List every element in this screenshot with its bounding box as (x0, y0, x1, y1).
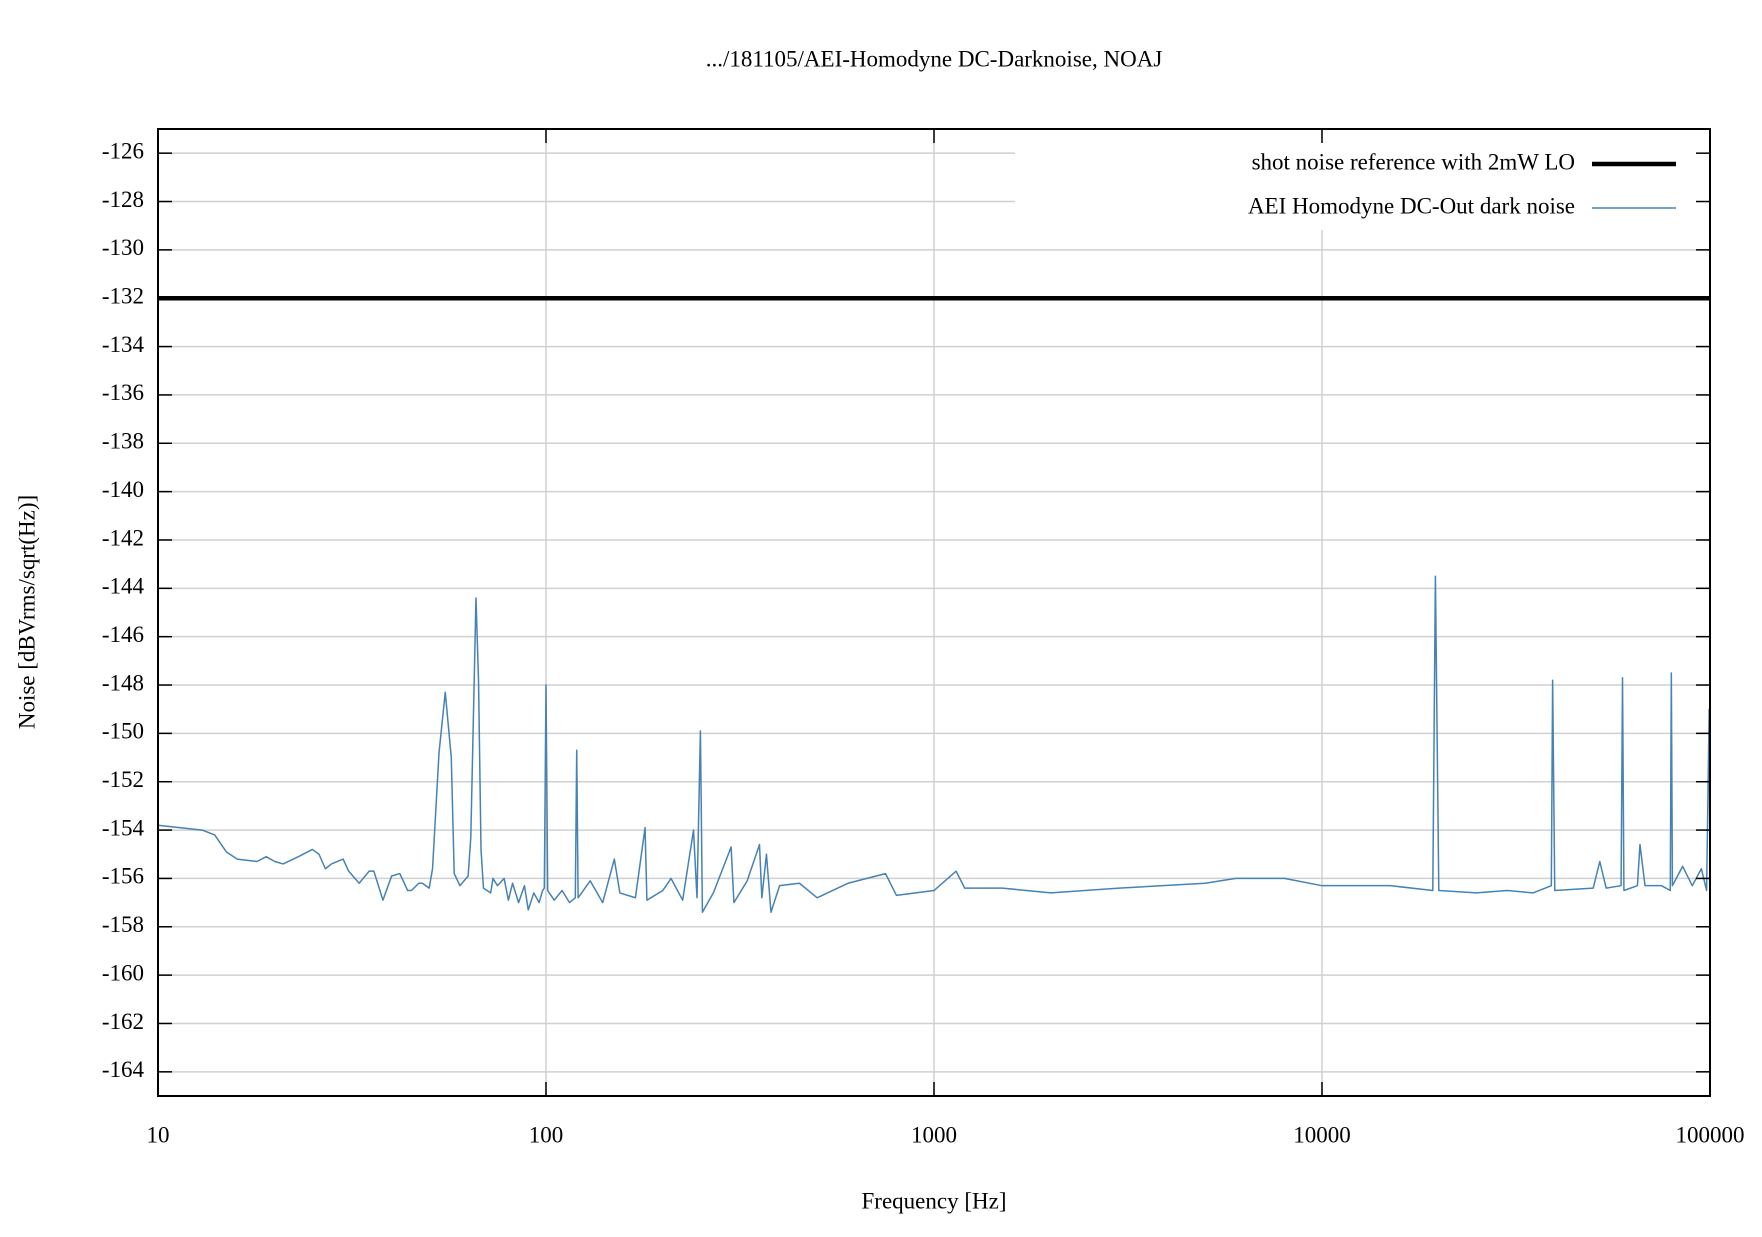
y-tick-label: -156 (102, 864, 144, 889)
y-tick-label: -160 (102, 960, 144, 985)
y-tick-label: -158 (102, 912, 144, 937)
y-tick-label: -142 (102, 525, 144, 550)
x-tick-label: 10 (147, 1122, 170, 1147)
y-tick-label: -154 (102, 815, 145, 840)
y-tick-label: -138 (102, 429, 144, 454)
y-tick-label: -128 (102, 187, 144, 212)
data-line (157, 575, 1711, 914)
y-tick-label: -136 (102, 380, 144, 405)
x-axis-label: Frequency [Hz] (862, 1188, 1007, 1213)
y-tick-label: -164 (102, 1057, 145, 1082)
y-tick-label: -150 (102, 719, 144, 744)
y-tick-label: -148 (102, 670, 144, 695)
legend-label: shot noise reference with 2mW LO (1252, 149, 1575, 174)
y-tick-label: -152 (102, 767, 144, 792)
y-tick-label: -132 (102, 284, 144, 309)
y-tick-label: -140 (102, 477, 144, 502)
x-tick-label: 1000 (911, 1122, 957, 1147)
y-tick-label: -134 (102, 332, 145, 357)
y-tick-label: -144 (102, 574, 145, 599)
x-tick-label: 100000 (1676, 1122, 1745, 1147)
y-tick-label: -162 (102, 1009, 144, 1034)
x-tick-label: 100 (529, 1122, 564, 1147)
y-tick-label: -126 (102, 138, 144, 163)
legend-background (1015, 138, 1709, 230)
chart-title: .../181105/AEI-Homodyne DC-Darknoise, NO… (706, 46, 1163, 71)
y-tick-label: -146 (102, 622, 144, 647)
y-tick-label: -130 (102, 235, 144, 260)
x-tick-label: 10000 (1293, 1122, 1351, 1147)
y-axis-label: Noise [dBVrms/sqrt(Hz)] (14, 495, 39, 729)
legend-label: AEI Homodyne DC-Out dark noise (1248, 193, 1575, 218)
